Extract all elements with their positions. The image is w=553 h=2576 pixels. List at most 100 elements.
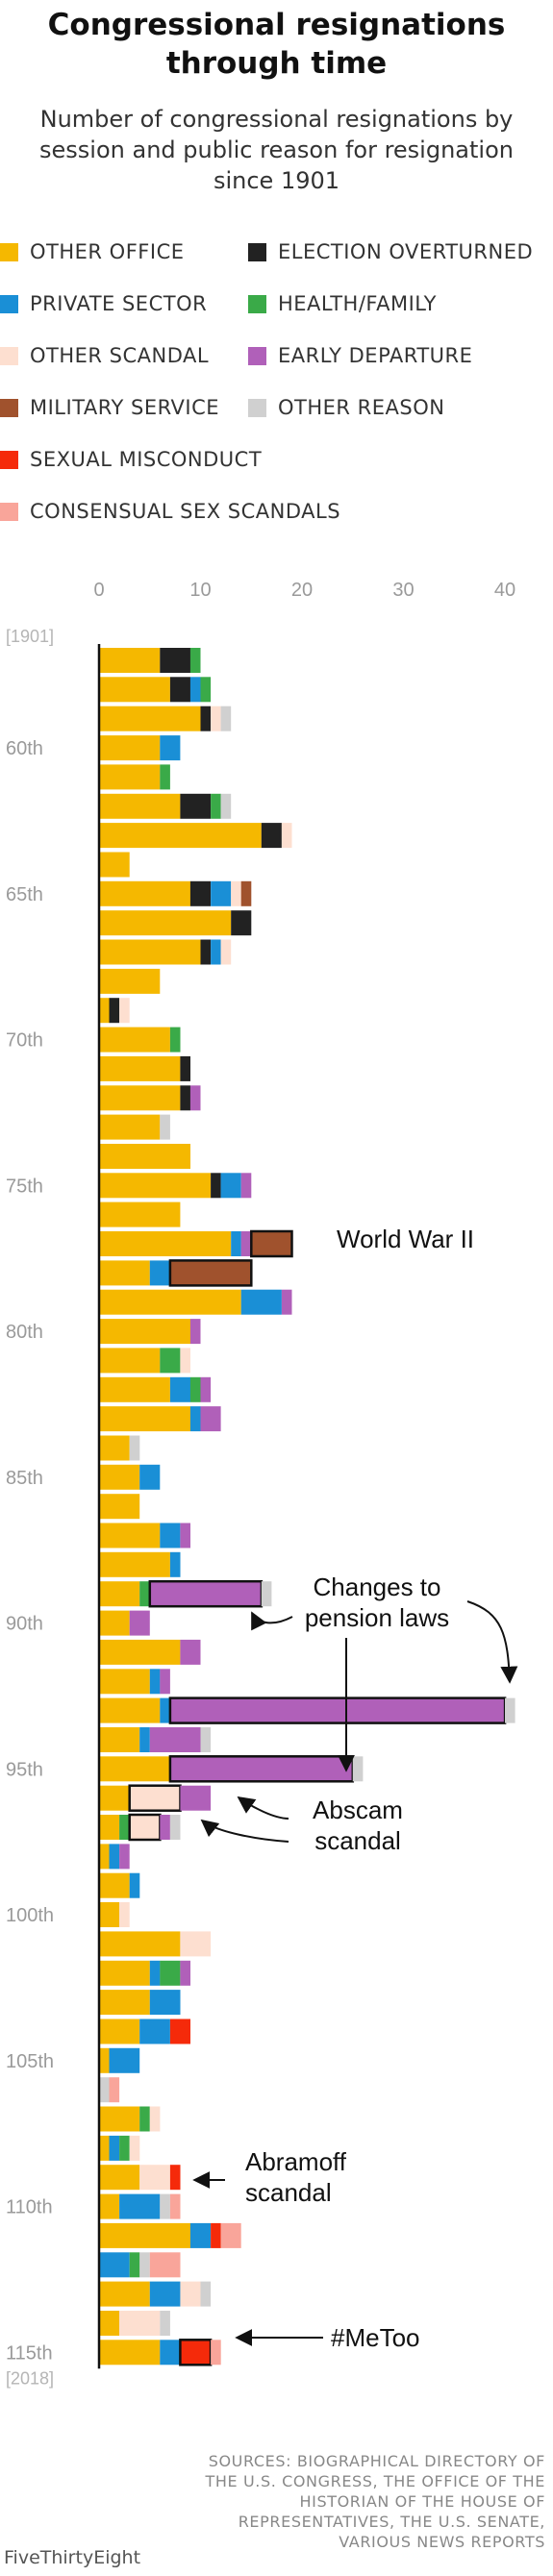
bar-segment	[109, 998, 120, 1024]
session-label: 60th	[6, 738, 43, 759]
bar-segment	[99, 1902, 120, 1927]
bar-segment	[149, 1260, 170, 1286]
bar-segment	[160, 1114, 170, 1140]
bar-segment	[240, 1231, 252, 1256]
bar-segment	[119, 998, 130, 1024]
bar-segment	[180, 1085, 190, 1111]
bar-segment	[99, 2281, 150, 2307]
legend-item-health-family: HEALTH/FAMILY	[248, 292, 437, 315]
bar-segment	[281, 823, 292, 849]
bar-segment	[200, 1406, 221, 1432]
annotation-abscam-line2: scandal	[314, 1826, 401, 1855]
bar-segment	[200, 706, 212, 731]
bars-layer	[99, 648, 515, 2366]
bar-segment	[211, 2222, 221, 2248]
legend-label: EARLY DEPARTURE	[278, 344, 473, 367]
bar-segment	[169, 1027, 181, 1053]
bar-segment	[99, 1376, 170, 1402]
chart-title: Congressional resignations through time	[47, 8, 506, 81]
bar-segment	[99, 1581, 140, 1607]
bar-segment	[250, 1229, 293, 1258]
bar-segment	[109, 2135, 120, 2161]
bar-segment	[160, 2340, 181, 2365]
bar-segment	[200, 2281, 212, 2307]
bar-segment	[160, 648, 190, 673]
legend-item-election-overturned: ELECTION OVERTURNED	[248, 240, 533, 263]
legend-label: MILITARY SERVICE	[30, 396, 220, 419]
resignations-chart: 0 10 20 30 40 [1901] 60th 65th 70th 75th 80th 85th 9…	[6, 580, 518, 2388]
bar-segment	[99, 939, 201, 965]
bar-segment	[109, 2047, 140, 2073]
bar-segment	[220, 793, 232, 819]
bar-segment	[231, 910, 252, 936]
bar-segment	[160, 1815, 170, 1840]
x-tick-label: 30	[392, 580, 414, 601]
legend-label: HEALTH/FAMILY	[278, 292, 437, 315]
legend-swatch	[0, 242, 18, 261]
bar-segment	[149, 2252, 181, 2278]
session-label: 70th	[6, 1030, 43, 1052]
bar-segment	[99, 1494, 140, 1520]
bar-segment	[99, 823, 262, 849]
annotation-pension-laws-line2: pension laws	[305, 1603, 449, 1632]
bar-segment	[160, 1348, 181, 1374]
bar-segment	[119, 1815, 130, 1840]
bar-segment	[139, 1727, 150, 1752]
bar-segment	[99, 1231, 232, 1256]
bar-segment	[189, 1406, 201, 1432]
bar-segment	[99, 2340, 161, 2365]
session-label: 105th	[6, 2051, 54, 2072]
bar-segment	[119, 1902, 130, 1927]
legend-item-other-reason: OTHER REASON	[248, 396, 444, 419]
bar-segment	[220, 706, 232, 731]
bar-segment	[200, 677, 212, 703]
bar-segment	[99, 1085, 181, 1111]
bar-segment	[200, 1727, 212, 1752]
bar-segment	[119, 2135, 130, 2161]
bar-segment	[169, 2019, 190, 2044]
bar-segment	[169, 2193, 181, 2219]
bar-segment	[149, 1727, 201, 1752]
bar-segment	[160, 2193, 170, 2219]
bar-segment	[99, 1872, 130, 1898]
axis-layer: 0 10 20 30 40 [1901] 60th 65th 70th 75th 80th 85th 9…	[6, 580, 515, 2388]
legend-swatch	[248, 346, 266, 365]
bar-segment	[168, 1259, 253, 1287]
bar-segment	[99, 1610, 130, 1636]
bar-segment	[189, 2222, 211, 2248]
legend-label: OTHER SCANDAL	[30, 344, 210, 367]
bar-segment	[139, 2106, 150, 2132]
x-tick-label: 40	[494, 580, 515, 601]
bar-segment	[139, 2252, 150, 2278]
bar-segment	[240, 880, 252, 906]
legend-item-other-scandal: OTHER SCANDAL	[0, 344, 209, 367]
bar-segment	[149, 2281, 181, 2307]
bar-segment	[149, 1990, 181, 2016]
legend-swatch	[0, 398, 18, 417]
bar-segment	[200, 939, 212, 965]
annotation-world-war-ii: World War II	[337, 1225, 474, 1253]
bar-segment	[99, 1785, 130, 1811]
bar-segment	[99, 1406, 190, 1432]
bar-segment	[109, 2077, 120, 2103]
legend: OTHER OFFICE ELECTION OVERTURNED PRIVATE…	[0, 235, 553, 542]
annotation-arrow	[251, 1611, 293, 1631]
bar-segment	[129, 1610, 150, 1636]
legend-swatch	[0, 346, 18, 365]
session-label: 65th	[6, 884, 43, 905]
bar-segment	[160, 1523, 181, 1548]
bar-segment	[139, 1464, 161, 1490]
bar-segment	[99, 1144, 190, 1169]
session-label: 80th	[6, 1322, 43, 1343]
bar-segment	[99, 1960, 150, 1986]
bar-segment	[169, 677, 190, 703]
bar-segment	[99, 1027, 170, 1053]
annotation-arrow	[237, 1796, 289, 1820]
x-tick-label: 10	[189, 580, 211, 601]
sources-note: SOURCES: BIOGRAPHICAL DIRECTORY OF THE U…	[205, 2452, 545, 2551]
bar-segment	[119, 2193, 161, 2219]
annotation-arrow	[466, 1600, 518, 1684]
bar-segment	[169, 1815, 181, 1840]
legend-swatch	[0, 294, 18, 313]
bar-segment	[99, 1464, 140, 1490]
